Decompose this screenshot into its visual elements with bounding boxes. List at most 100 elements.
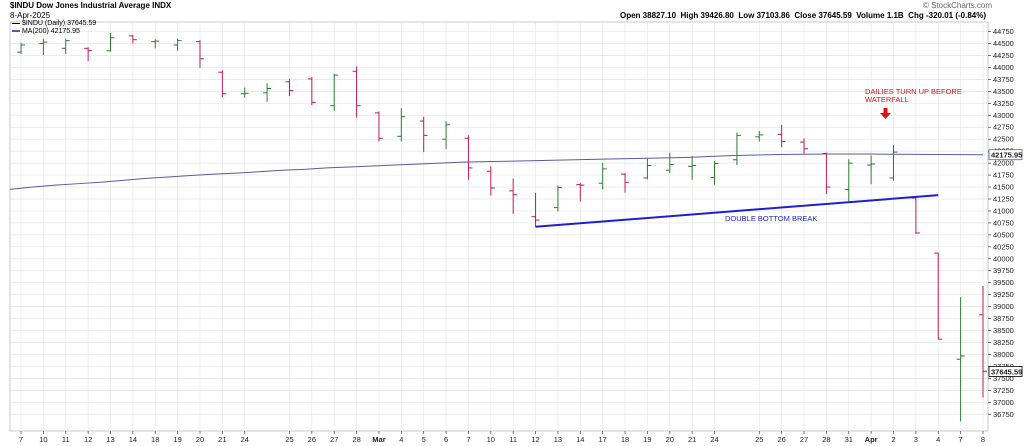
x-tick-label: Mar bbox=[372, 435, 385, 444]
x-tick-label: 25 bbox=[285, 435, 293, 444]
low-label: Low bbox=[738, 11, 755, 20]
x-tick-label: 17 bbox=[599, 435, 607, 444]
legend-ma-label: MA(200) 42175.95 bbox=[21, 28, 80, 35]
x-tick-label: 11 bbox=[62, 435, 70, 444]
y-tick-label: 38500 bbox=[993, 326, 1014, 335]
y-tick-label: 41500 bbox=[993, 183, 1014, 192]
ma200-line bbox=[9, 153, 984, 190]
y-tick-label: 39000 bbox=[993, 302, 1014, 311]
x-tick-label: 12 bbox=[84, 435, 92, 444]
ohlc-bars-group bbox=[17, 33, 987, 422]
annotation-arrow-stem bbox=[883, 108, 888, 113]
x-tick-label: 6 bbox=[444, 435, 448, 444]
x-tick-label: 7 bbox=[959, 435, 963, 444]
y-tick-label: 40750 bbox=[993, 218, 1014, 227]
x-tick-label: 31 bbox=[845, 435, 853, 444]
chg-value: -320.01 (-0.84%) bbox=[925, 11, 986, 20]
plot-frame bbox=[9, 21, 989, 432]
chart-title: $INDU Dow Jones Industrial Average INDX bbox=[10, 1, 171, 10]
y-tick-label: 37250 bbox=[993, 386, 1014, 395]
x-tick-label: 24 bbox=[241, 435, 249, 444]
high-value: 39426.80 bbox=[700, 11, 734, 20]
y-tick-label: 37500 bbox=[993, 374, 1014, 383]
legend-price-swatch bbox=[12, 22, 20, 24]
x-tick-label: 19 bbox=[643, 435, 651, 444]
y-tick-label: 38000 bbox=[993, 350, 1014, 359]
y-tick-label: 44750 bbox=[993, 27, 1014, 36]
x-tick-label: 25 bbox=[755, 435, 763, 444]
x-tick-label: 8 bbox=[981, 435, 985, 444]
close-value: 37645.59 bbox=[818, 11, 852, 20]
y-tick-label: 43000 bbox=[993, 111, 1014, 120]
x-axis: 7 10 11 12 13 14 18 19 20 21 24 25 26 27 28 Mar 4 5 6 7 10 11… bbox=[19, 431, 985, 444]
x-tick-label: 7 bbox=[466, 435, 470, 444]
y-tick-label: 41000 bbox=[993, 206, 1014, 215]
ma-price-label: 42175.95 bbox=[991, 151, 1022, 160]
last-price-box bbox=[988, 366, 1023, 377]
last-price-label: 37645.59 bbox=[991, 367, 1022, 376]
chg-label: Chg bbox=[908, 11, 924, 20]
x-tick-label: 21 bbox=[218, 435, 226, 444]
x-tick-label: 12 bbox=[531, 435, 539, 444]
y-tick-label: 39500 bbox=[993, 278, 1014, 287]
open-label: Open bbox=[619, 11, 641, 20]
x-tick-label: 19 bbox=[173, 435, 181, 444]
annotation-dailies-line1: DAILIES TURN UP BEFORE bbox=[865, 87, 962, 96]
x-tick-label: 5 bbox=[422, 435, 426, 444]
x-tick-label: 21 bbox=[688, 435, 696, 444]
close-label: Close bbox=[794, 11, 817, 20]
y-tick-label: 39250 bbox=[993, 290, 1014, 299]
x-tick-label: 18 bbox=[151, 435, 159, 444]
x-tick-label: 13 bbox=[554, 435, 562, 444]
x-tick-label: 24 bbox=[710, 435, 718, 444]
y-tick-label: 38250 bbox=[993, 338, 1014, 347]
x-tick-label: 4 bbox=[936, 435, 940, 444]
annotation-arrow-head bbox=[880, 113, 891, 119]
trendline bbox=[535, 194, 939, 228]
y-tick-label: 44250 bbox=[993, 51, 1014, 60]
trendline-group bbox=[535, 194, 939, 228]
y-tick-label: 42500 bbox=[993, 135, 1014, 144]
x-tick-label: 18 bbox=[621, 435, 629, 444]
y-tick-label: 36750 bbox=[993, 410, 1014, 419]
legend-ma-swatch bbox=[12, 30, 20, 33]
y-tick-label: 43250 bbox=[993, 99, 1014, 108]
volume-value: 1.1B bbox=[886, 11, 904, 20]
open-value: 38827.10 bbox=[642, 11, 677, 20]
x-tick-label: 27 bbox=[800, 435, 808, 444]
x-tick-label: 28 bbox=[822, 435, 830, 444]
watermark: © StockCharts.com bbox=[922, 1, 992, 10]
x-tick-label: 13 bbox=[106, 435, 114, 444]
y-tick-label: 43500 bbox=[993, 87, 1014, 96]
x-tick-label: 7 bbox=[19, 435, 23, 444]
x-tick-label: 27 bbox=[330, 435, 338, 444]
quote-line: Open 38827.10 High 39426.80 Low 37103.86… bbox=[620, 11, 986, 20]
x-tick-label: 14 bbox=[129, 435, 137, 444]
chart-date: 8-Apr-2025 bbox=[10, 11, 51, 20]
annotation-double-bottom: DOUBLE BOTTOM BREAK bbox=[725, 214, 817, 223]
y-tick-label: 42750 bbox=[993, 123, 1014, 132]
y-axis: 3675037000372503750037750380003825038500… bbox=[988, 27, 1023, 419]
y-tick-label: 41250 bbox=[993, 194, 1014, 203]
y-tick-label: 40000 bbox=[993, 254, 1014, 263]
x-tick-label: 26 bbox=[308, 435, 316, 444]
x-tick-label: Apr bbox=[865, 435, 878, 444]
high-label: High bbox=[680, 11, 699, 20]
x-tick-label: 28 bbox=[352, 435, 360, 444]
x-tick-label: 10 bbox=[39, 435, 47, 444]
legend-price-label: $INDU (Daily) 37645.59 bbox=[21, 20, 97, 27]
legend-price: $INDU (Daily) 37645.59 bbox=[12, 20, 96, 27]
y-tick-label: 38750 bbox=[993, 314, 1014, 323]
x-tick-label: 4 bbox=[399, 435, 403, 444]
ma-line-group bbox=[9, 153, 984, 190]
x-tick-label: 26 bbox=[777, 435, 785, 444]
grid-lines bbox=[9, 21, 989, 432]
x-tick-label: 10 bbox=[487, 435, 495, 444]
y-tick-label: 40500 bbox=[993, 230, 1014, 239]
annotation-dailies-line2: WATERFALL bbox=[865, 95, 909, 104]
volume-label: Volume bbox=[856, 11, 885, 20]
low-value: 37103.86 bbox=[756, 11, 790, 20]
x-tick-label: 3 bbox=[914, 435, 918, 444]
